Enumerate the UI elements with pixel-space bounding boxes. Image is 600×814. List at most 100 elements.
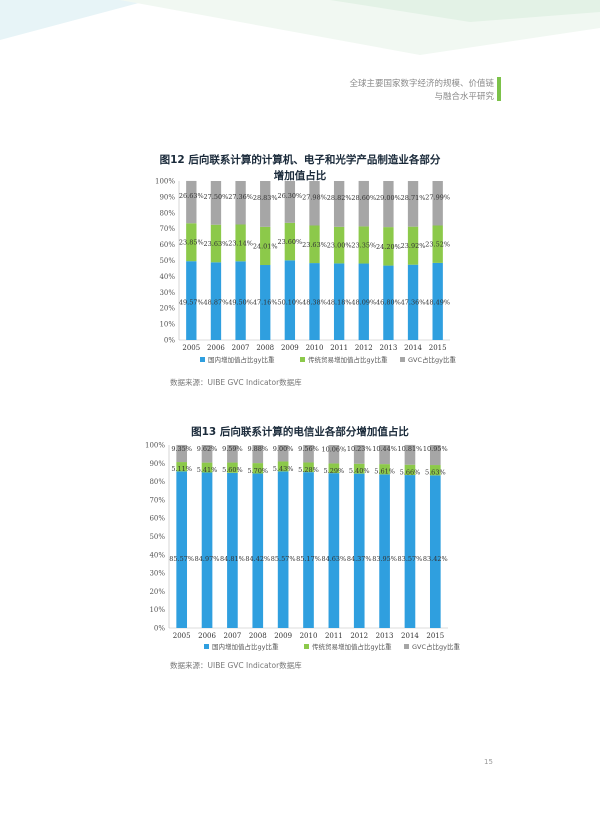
- bar-segment-traditional: [379, 464, 390, 475]
- bar-segment-traditional: [407, 226, 419, 265]
- data-label: 83.95%: [372, 555, 397, 563]
- data-label: 24.01%: [253, 242, 278, 250]
- bar-segment-traditional: [328, 463, 340, 474]
- bar-segment-domestic: [260, 265, 271, 340]
- bar-segment-traditional: [404, 464, 416, 476]
- data-label: 23.63%: [204, 240, 229, 248]
- legend-label: 传统贸易增加值占比gy比重: [312, 642, 392, 651]
- data-label: 23.00%: [327, 242, 352, 250]
- x-tick-label: 2015: [429, 344, 447, 352]
- y-tick-label: 20%: [159, 305, 175, 313]
- data-label: 85.57%: [169, 555, 194, 563]
- bar-segment-traditional: [277, 461, 289, 472]
- decor-shape: [0, 0, 150, 40]
- data-label: 83.42%: [423, 555, 448, 563]
- bar-segment-gvc: [176, 444, 188, 463]
- y-tick-label: 10%: [149, 606, 165, 614]
- data-label: 5.60%: [222, 466, 243, 474]
- y-tick-label: 40%: [149, 551, 165, 559]
- x-tick-label: 2013: [379, 344, 397, 352]
- bar-segment-traditional: [309, 225, 320, 264]
- bar-segment-gvc: [235, 181, 246, 225]
- data-label: 28.82%: [327, 194, 352, 202]
- data-label: 84.63%: [321, 555, 346, 563]
- data-label: 46.80%: [376, 298, 401, 306]
- data-label: 29.00%: [376, 194, 401, 202]
- bar-segment-domestic: [176, 471, 188, 628]
- data-label: 28.71%: [401, 194, 426, 202]
- data-label: 50.10%: [277, 298, 302, 306]
- data-label: 48.87%: [204, 298, 229, 306]
- legend-label: 国内增加值占比gy比重: [212, 642, 279, 651]
- bar-segment-traditional: [383, 227, 394, 266]
- y-tick-label: 80%: [149, 478, 165, 486]
- y-tick-label: 10%: [159, 321, 175, 329]
- x-tick-label: 2006: [207, 344, 225, 352]
- document-title: 全球主要国家数字经济的规模、价值链: [349, 79, 494, 89]
- data-label: 10.44%: [372, 445, 397, 453]
- figure-12-chart: 0% 10% 20% 30% 40% 50% 60% 70% 80% 90% 100% 49.57% 2…: [155, 178, 457, 365]
- data-label: 5.41%: [197, 466, 218, 474]
- data-label: 5.43%: [273, 465, 294, 473]
- figure-13-chart: 0% 10% 20% 30% 40% 50% 60% 70% 80% 90% 100% 85.57% 5…: [145, 442, 461, 652]
- data-label: 27.99%: [425, 193, 450, 201]
- x-tick-label: 2013: [376, 632, 394, 640]
- data-label: 48.38%: [302, 298, 327, 306]
- bar-segment-domestic: [303, 472, 314, 628]
- data-label: 26.30%: [277, 192, 302, 200]
- bar-segment-traditional: [432, 225, 443, 263]
- data-label: 10.95%: [423, 445, 448, 453]
- bar-segment-domestic: [309, 263, 320, 340]
- y-tick-label: 0%: [154, 625, 165, 633]
- bar-segment-domestic: [432, 262, 443, 340]
- data-label: 84.42%: [245, 555, 270, 563]
- header-decoration: [0, 0, 600, 55]
- x-tick-label: 2015: [426, 632, 444, 640]
- data-label: 5.28%: [298, 466, 319, 474]
- data-label: 26.63%: [179, 192, 204, 200]
- y-tick-label: 50%: [159, 257, 175, 265]
- data-label: 23.14%: [228, 239, 253, 247]
- bar-segment-domestic: [252, 473, 264, 628]
- legend-swatch: [200, 357, 205, 362]
- y-tick-label: 100%: [155, 178, 175, 186]
- bar-segment-domestic: [201, 472, 213, 628]
- x-tick-label: 2005: [182, 344, 200, 352]
- bar-segment-gvc: [227, 445, 238, 463]
- y-tick-label: 80%: [159, 209, 175, 217]
- bar-segment-traditional: [176, 462, 188, 472]
- x-tick-label: 2014: [401, 632, 419, 640]
- data-label: 47.36%: [401, 298, 426, 306]
- data-label: 85.17%: [296, 555, 321, 563]
- bar-segment-gvc: [383, 181, 394, 228]
- bar-segment-gvc: [407, 181, 419, 227]
- bar-segment-gvc: [404, 444, 416, 465]
- bar-segment-domestic: [284, 260, 296, 340]
- bar-segment-gvc: [186, 180, 197, 224]
- bar-segment-domestic: [210, 262, 222, 340]
- y-tick-label: 40%: [159, 273, 175, 281]
- bar-segment-gvc: [328, 445, 340, 464]
- header-accent-bar: [497, 77, 501, 101]
- y-tick-label: 20%: [149, 588, 165, 596]
- data-label: 27.36%: [228, 193, 253, 201]
- y-tick-label: 0%: [164, 337, 175, 345]
- data-label: 28.83%: [253, 194, 278, 202]
- bar-segment-gvc: [277, 445, 289, 462]
- legend-swatch: [404, 644, 409, 649]
- figure-12-title-line2: 增加值占比: [273, 170, 327, 182]
- bar-segment-traditional: [227, 462, 238, 473]
- bar-segment-domestic: [333, 263, 345, 340]
- data-label: 5.11%: [171, 465, 192, 473]
- bar-segment-gvc: [358, 180, 369, 227]
- data-label: 5.70%: [247, 467, 268, 475]
- x-tick-label: 2012: [355, 344, 373, 352]
- legend-swatch: [304, 644, 309, 649]
- data-label: 23.85%: [179, 239, 204, 247]
- legend-label: 国内增加值占比gy比重: [208, 355, 275, 364]
- legend-label: GVC占比gy比重: [412, 642, 460, 651]
- figure-12-title: 图12 后向联系计算的计算机、电子和光学产品制造业各部分: [159, 154, 441, 166]
- bar-segment-gvc: [260, 181, 271, 227]
- data-label: 9.00%: [273, 445, 294, 453]
- data-label: 83.57%: [398, 555, 423, 563]
